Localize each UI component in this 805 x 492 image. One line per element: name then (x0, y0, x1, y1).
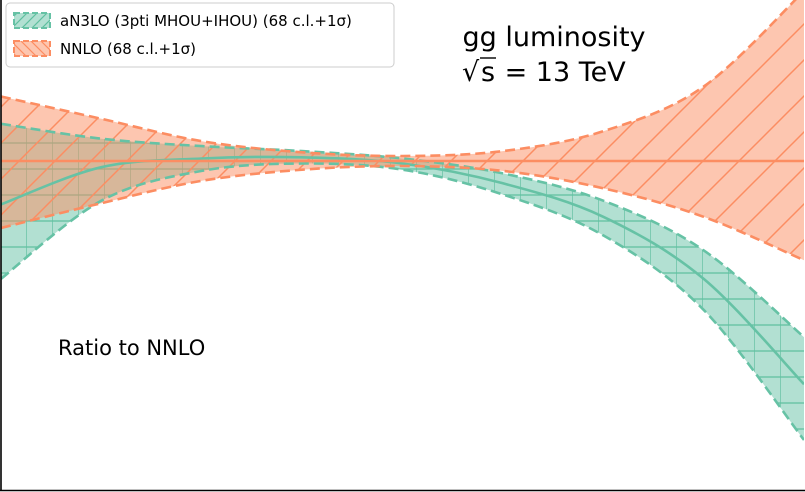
band-hatch-an3lo (1, 123, 804, 441)
legend-swatch-nnlo-hatch (13, 40, 51, 57)
annotation-ratio-to-nnlo: Ratio to NNLO (58, 336, 205, 360)
legend-frame (5, 2, 395, 68)
upper-edge-an3lo (1, 122, 804, 339)
chart-title: gg luminosity (462, 22, 645, 53)
legend-label-an3lo: aN3LO (3pti MHOU+IHOU) (68 c.l.+1σ) (60, 12, 352, 30)
legend-entry-nnlo: NNLO (68 c.l.+1σ) (13, 40, 196, 58)
legend-label-nnlo: NNLO (68 c.l.+1σ) (60, 40, 196, 58)
legend-swatch-an3lo-hatch (13, 12, 51, 29)
lower-edge-nnlo (1, 164, 804, 262)
subtitle-sqrt-symbol: √ (462, 57, 480, 88)
lower-edge-an3lo (1, 162, 804, 441)
chart-subtitle: √ s = 13 TeV (462, 57, 626, 88)
subtitle-sqrt-arg: s (481, 57, 495, 88)
legend-entry-an3lo: aN3LO (3pti MHOU+IHOU) (68 c.l.+1σ) (13, 12, 352, 30)
subtitle-energy: = 13 TeV (496, 57, 626, 88)
upper-edge-nnlo (1, 0, 797, 158)
series-layer (1, 0, 804, 441)
legend: aN3LO (3pti MHOU+IHOU) (68 c.l.+1σ) NNLO… (5, 2, 395, 68)
band-hatch-nnlo (1, 0, 804, 261)
